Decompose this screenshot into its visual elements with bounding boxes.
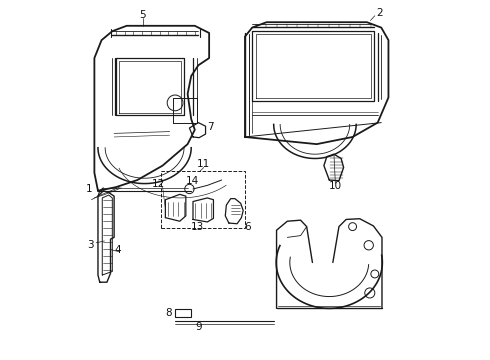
Text: 1: 1	[86, 184, 92, 194]
Text: 9: 9	[195, 322, 202, 332]
Text: 13: 13	[191, 222, 204, 232]
Text: 4: 4	[114, 245, 121, 255]
Text: 12: 12	[151, 179, 165, 189]
Text: 2: 2	[376, 8, 383, 18]
Text: 6: 6	[245, 222, 251, 232]
Text: 7: 7	[207, 122, 214, 132]
Text: 8: 8	[166, 308, 172, 318]
Text: 5: 5	[140, 10, 146, 20]
Text: 10: 10	[329, 181, 342, 192]
Text: 11: 11	[197, 159, 210, 169]
Bar	[161, 171, 245, 228]
Text: 14: 14	[186, 176, 199, 186]
Text: 3: 3	[87, 239, 94, 249]
Bar	[175, 309, 191, 317]
